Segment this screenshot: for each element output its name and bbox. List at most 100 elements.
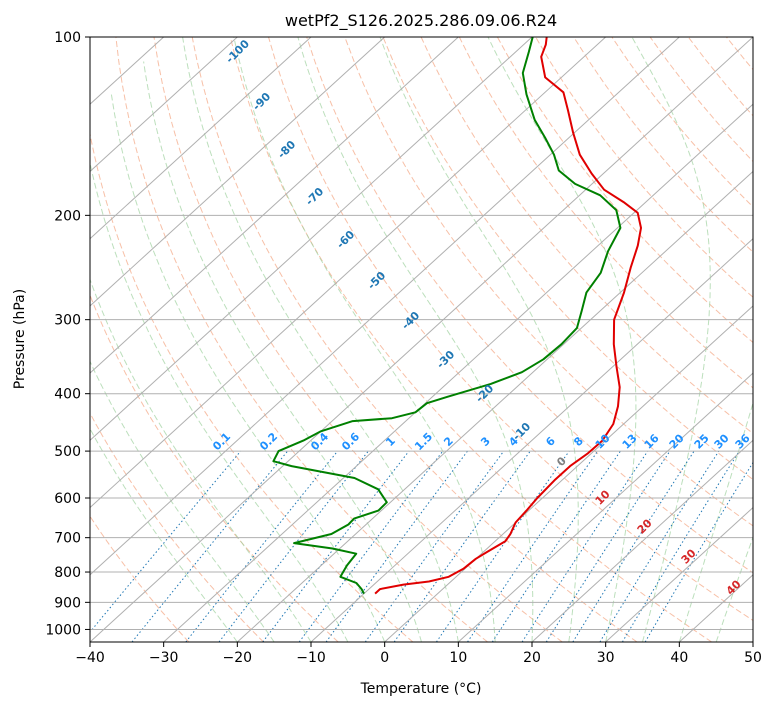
x-tick-label: −40	[75, 650, 105, 666]
dry-adiabat-line	[496, 37, 753, 344]
mixing-ratio-line	[185, 450, 338, 642]
mixing-ratio-label: 16	[642, 431, 662, 451]
isotherm-line	[90, 37, 607, 509]
moist-adiabat-line	[90, 278, 312, 642]
mixing-ratio-line	[572, 450, 695, 642]
x-axis: −40 −30 −20 −10 0 10 20 30 40 50	[75, 642, 762, 666]
moist-adiabat-line	[233, 37, 496, 642]
x-tick-label: 0	[380, 650, 389, 666]
moist-adiabat-label: 0	[554, 454, 569, 469]
dry-adiabat-line	[306, 37, 753, 574]
dry-adiabat-line	[344, 37, 753, 527]
isotherms	[90, 37, 753, 642]
dewpoint-profile-line	[272, 37, 622, 595]
dry-adiabat-line	[765, 37, 775, 642]
mixing-ratio-line	[131, 450, 288, 642]
mixing-ratio-line	[467, 450, 599, 642]
dry-adiabat-label: -60	[334, 228, 357, 251]
x-tick-label: 10	[449, 650, 467, 666]
mixing-ratio-label: 3	[478, 434, 493, 449]
x-tick-label: 30	[597, 650, 615, 666]
mixing-ratio-label: 30	[712, 431, 732, 451]
moist-adiabat-line	[90, 427, 238, 642]
mixing-ratio-line	[298, 450, 444, 642]
moist-adiabat-line	[182, 37, 459, 642]
isotherm-line	[90, 37, 533, 442]
dry-adiabat-line	[191, 37, 638, 642]
dry-adiabat-line	[458, 37, 753, 389]
mixing-ratio-label: 13	[620, 432, 640, 452]
isotherm-line	[310, 237, 753, 642]
mixing-ratio-label: 0.1	[210, 430, 233, 453]
dry-adiabat-label: -100	[223, 37, 252, 66]
y-tick-label: 400	[54, 387, 81, 403]
moist-adiabat-label: 20	[635, 516, 655, 536]
temperature-profile-line	[374, 37, 642, 595]
mixing-ratio-line	[491, 450, 621, 642]
mixing-ratio-label: 0.6	[339, 430, 362, 453]
dry-adiabat-line	[90, 131, 414, 642]
y-tick-label: 600	[54, 491, 81, 507]
mixing-ratio-line	[621, 450, 740, 642]
mixing-ratio-line	[218, 450, 369, 642]
mixing-ratio-label: 36	[733, 431, 753, 451]
dry-adiabat-line	[115, 37, 488, 642]
mixing-ratio-line	[599, 450, 720, 642]
x-axis-title: Temperature (°C)	[360, 681, 482, 697]
dry-adiabat-label: -50	[365, 269, 388, 292]
x-tick-label: −30	[149, 650, 179, 666]
isobars	[90, 37, 753, 630]
moist-adiabat-line	[678, 401, 753, 642]
y-tick-label: 1000	[45, 622, 81, 638]
mixing-ratio-label: 2	[441, 434, 456, 449]
isotherm-line	[90, 37, 386, 307]
x-tick-label: 50	[744, 650, 762, 666]
moist-adiabat-line	[90, 160, 349, 642]
moist-adiabat-line	[143, 61, 422, 642]
isotherm-line	[531, 439, 753, 642]
mixing-ratio-label: 10	[593, 431, 613, 451]
moist-adiabat-line	[110, 94, 386, 642]
y-tick-label: 200	[54, 208, 81, 224]
dry-adiabat-line	[90, 293, 339, 642]
isotherm-line	[605, 506, 753, 642]
mixing-ratio-line	[325, 450, 468, 642]
moist-adiabat-label: 40	[724, 577, 744, 597]
dry-adiabat-line	[573, 37, 753, 253]
mixing-ratio-label: 0.4	[308, 430, 331, 453]
mixing-ratio-line	[521, 450, 649, 642]
isotherm-line	[236, 170, 753, 642]
dry-adiabat-line	[153, 37, 563, 642]
y-axis-title: Pressure (hPa)	[12, 289, 28, 389]
profiles	[272, 37, 642, 595]
mixing-ratio-line	[364, 450, 505, 642]
moist-adiabat-line	[379, 37, 579, 642]
y-tick-label: 700	[54, 531, 81, 547]
mixing-ratio-line	[545, 450, 671, 642]
x-tick-label: 40	[670, 650, 688, 666]
dry-adiabats	[90, 37, 775, 642]
dry-adiabat-label: -70	[303, 185, 326, 208]
mixing-ratio-line	[262, 450, 410, 642]
isotherm-line	[90, 37, 312, 240]
moist-adiabat-line	[487, 37, 637, 642]
moist-adiabat-line	[297, 37, 534, 642]
dry-adiabat-line	[90, 515, 190, 642]
dry-adiabat-line	[687, 37, 753, 117]
mixing-ratio-line	[644, 461, 753, 642]
isotherm-line	[90, 37, 753, 642]
mixing-ratio-label: 6	[543, 434, 558, 449]
isotherm-line	[90, 37, 680, 576]
mixing-ratio-line	[435, 450, 570, 642]
dry-adiabat-line	[726, 37, 753, 71]
isotherm-line	[752, 641, 753, 642]
moist-adiabat-line	[715, 535, 753, 642]
dry-adiabat-label: -20	[473, 382, 496, 405]
mixing-ratio-label: 0.2	[257, 430, 280, 453]
y-tick-label: 100	[54, 30, 81, 46]
mixing-ratio-label: 1	[383, 434, 398, 449]
y-tick-label: 300	[54, 313, 81, 329]
isotherm-line	[90, 37, 238, 173]
isotherm-line	[457, 372, 753, 642]
